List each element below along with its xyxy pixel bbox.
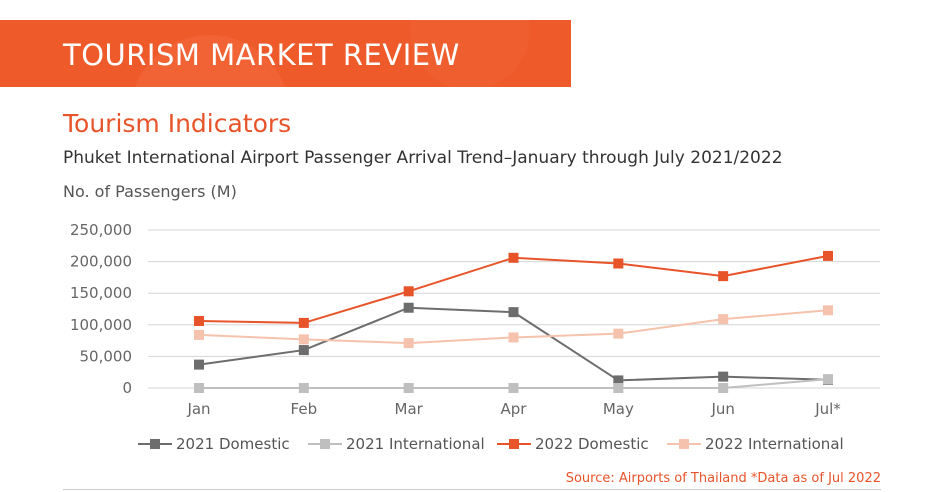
x-tick-label: Jan [186,400,210,418]
data-point [823,305,833,316]
data-point [718,383,729,393]
data-point [403,286,414,297]
y-tick-label: 200,000 [70,253,132,271]
data-point [508,252,519,263]
y-tick-label: 0 [122,379,132,397]
section-title: Tourism Indicators [63,109,292,138]
data-point [298,345,309,356]
legend-marker [320,439,330,449]
data-point [718,271,729,282]
page-title: TOURISM MARKET REVIEW [63,38,460,72]
legend-label: 2022 International [705,435,844,453]
x-tick-label: Jul* [814,400,841,418]
legend-label: 2021 Domestic [176,435,290,453]
data-point [613,383,624,393]
data-point [613,328,624,339]
data-point [613,258,624,269]
data-point [194,316,204,327]
chart-title: Phuket International Airport Passenger A… [63,148,783,168]
y-tick-label: 150,000 [70,284,132,302]
legend-marker [509,439,519,449]
data-point [508,332,519,343]
banner-decoration [135,20,530,87]
data-point [613,375,624,386]
y-tick-label: 250,000 [70,221,132,239]
data-point [718,371,729,382]
data-point [194,383,204,393]
data-point [403,302,414,313]
data-point [508,383,519,393]
x-tick-label: Feb [291,400,318,418]
data-point [194,359,204,370]
y-tick-label: 50,000 [80,347,133,365]
legend-label: 2022 Domestic [535,435,649,453]
source-note: Source: Airports of Thailand *Data as of… [565,471,881,486]
legend-label: 2021 International [346,435,485,453]
data-point [718,314,729,325]
data-point [823,250,833,261]
data-point [298,317,309,328]
data-point [298,383,309,393]
data-point [194,329,204,340]
bottom-divider [63,489,881,490]
legend-marker [679,439,689,449]
data-point [508,307,519,318]
y-axis-label: No. of Passengers (M) [63,182,237,201]
header-banner: TOURISM MARKET REVIEW [0,20,571,87]
legend-marker [150,439,160,449]
x-tick-label: Mar [395,400,424,418]
x-tick-label: May [603,400,634,418]
data-point [298,334,309,345]
data-point [403,338,414,349]
y-tick-label: 100,000 [70,316,132,334]
x-tick-label: Jun [710,400,734,418]
data-point [403,383,414,393]
data-point [823,374,833,385]
x-tick-label: Apr [501,400,528,418]
